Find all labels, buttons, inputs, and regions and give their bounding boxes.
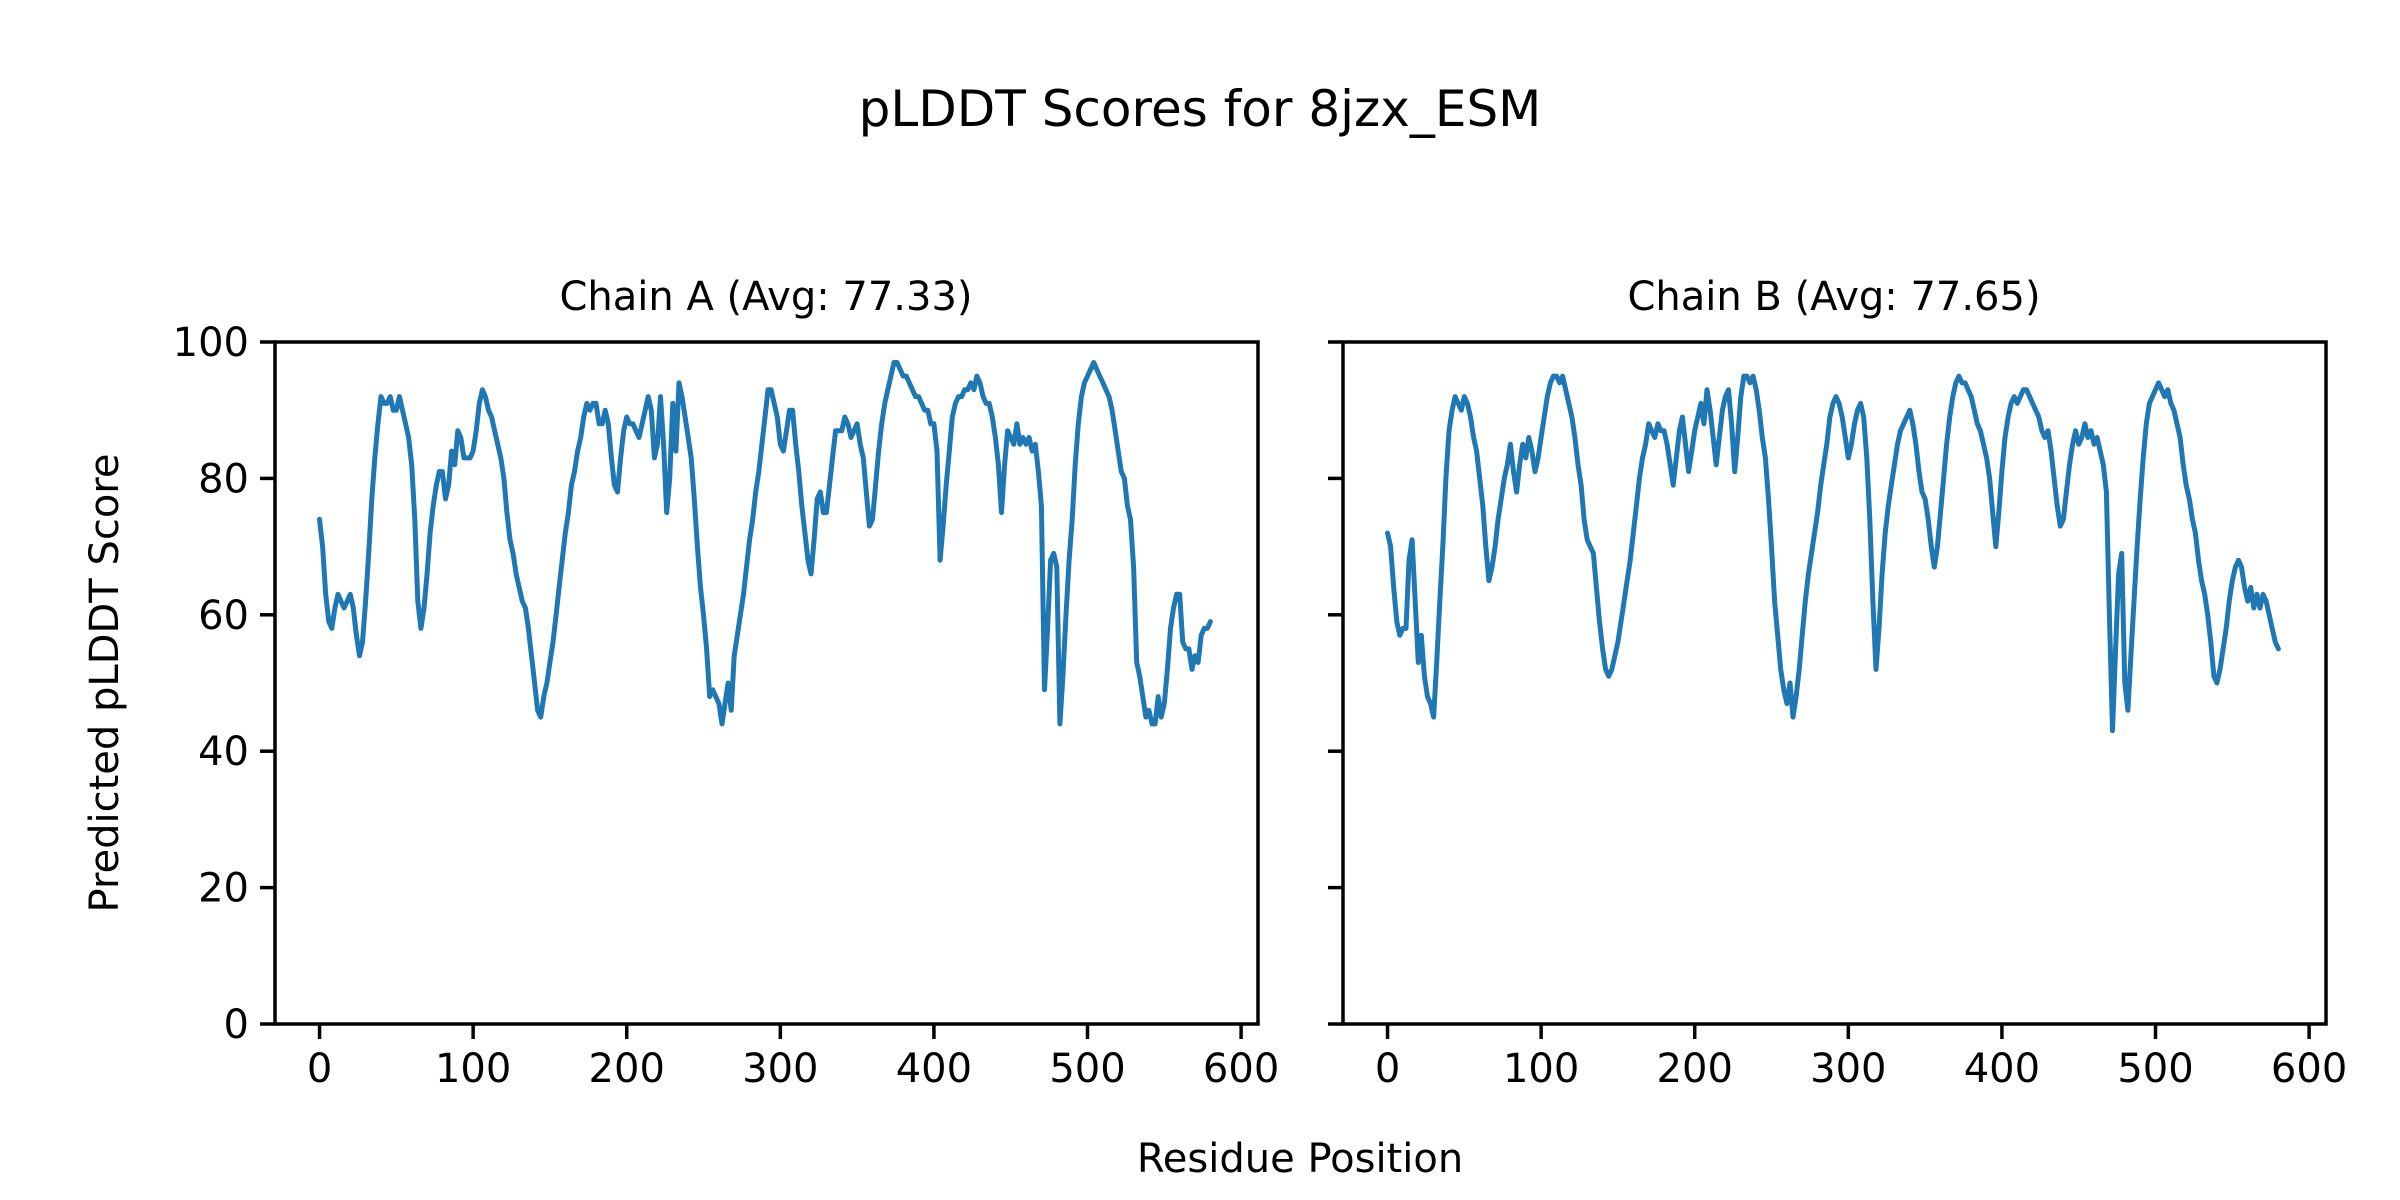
plddt-line-chain-A (317, 360, 1213, 727)
x-tick-label: 0 (307, 1046, 332, 1092)
y-tick-label: 20 (198, 866, 249, 912)
plddt-line-chain-B (1385, 373, 2281, 734)
chain-a-subplot-title: Chain A (Avg: 77.33) (559, 274, 972, 320)
x-tick-label: 100 (1503, 1046, 1579, 1092)
x-tick-label: 600 (2271, 1046, 2347, 1092)
figure-title: pLDDT Scores for 8jzx_ESM (859, 80, 1542, 138)
x-tick-label: 600 (1203, 1046, 1279, 1092)
x-tick-label: 100 (435, 1046, 511, 1092)
plot-spines (1341, 340, 2328, 1026)
chain-b-axes: 0 100 200 300 400 500 600 (1328, 340, 2347, 1092)
plot-spines (273, 340, 1260, 1026)
x-axis-label: Residue Position (1137, 1136, 1463, 1182)
x-tick-label: 400 (1964, 1046, 2040, 1092)
x-tick-label: 300 (742, 1046, 818, 1092)
x-tick-label: 300 (1810, 1046, 1886, 1092)
x-tick-label: 0 (1375, 1046, 1400, 1092)
y-tick-label: 0 (224, 1002, 249, 1048)
x-tick-label: 500 (2117, 1046, 2193, 1092)
y-tick-label: 40 (198, 729, 249, 775)
chain-a-axes: 0 100 200 300 400 500 600 0 20 40 60 80 100 (173, 320, 1280, 1092)
y-tick-label: 100 (173, 320, 249, 366)
x-tick-label: 200 (589, 1046, 665, 1092)
x-tick-label: 500 (1049, 1046, 1125, 1092)
x-tick-label: 200 (1657, 1046, 1733, 1092)
chain-b-subplot-title: Chain B (Avg: 77.65) (1627, 274, 2040, 320)
y-tick-label: 60 (198, 593, 249, 639)
y-tick-label: 80 (198, 456, 249, 502)
x-tick-label: 400 (896, 1046, 972, 1092)
y-axis-label: Predicted pLDDT Score (82, 454, 128, 913)
